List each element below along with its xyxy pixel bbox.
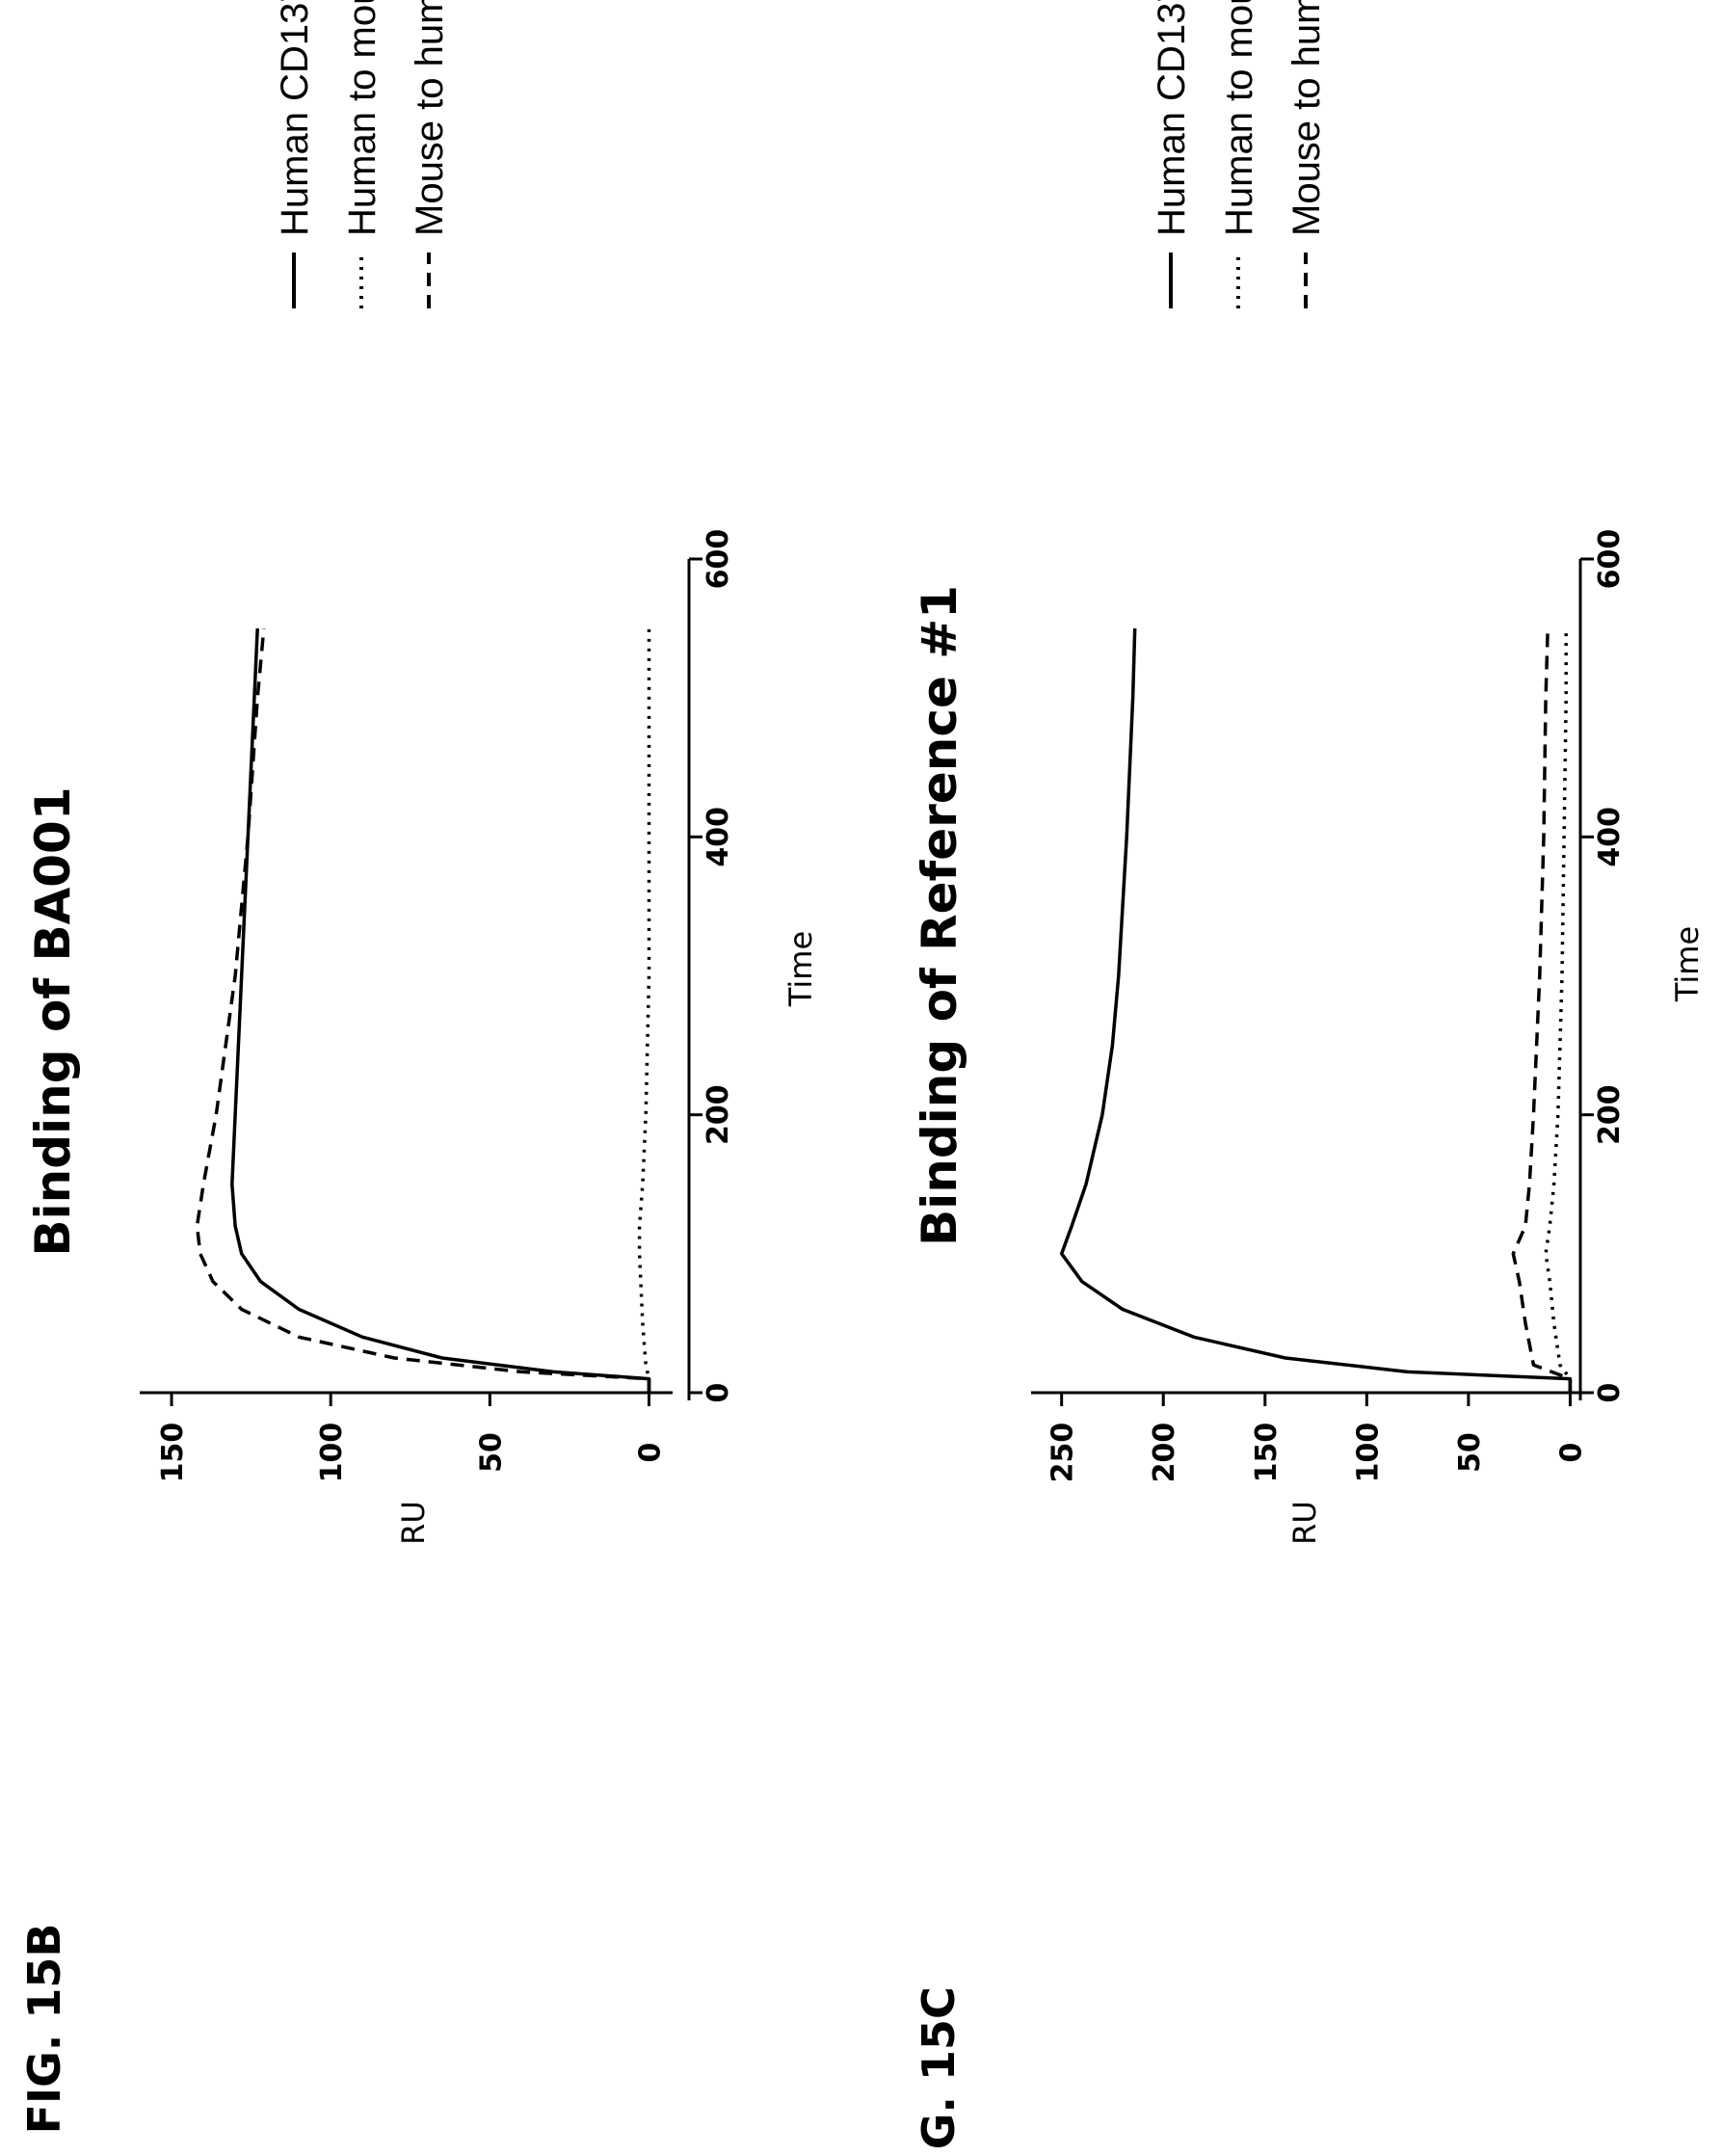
y-tick-label: 150 bbox=[156, 1423, 190, 1483]
plot-area: 0 50 100 150 0 200 400 600 bbox=[140, 529, 735, 1483]
legend-label: Human CD137 bbox=[274, 0, 316, 236]
x-tick-label: 600 bbox=[1593, 529, 1627, 590]
series-line-human-cd137 bbox=[230, 628, 651, 1393]
x-tick-label: 600 bbox=[702, 529, 735, 590]
y-axis-title: RU bbox=[1286, 1501, 1323, 1545]
legend-label: Human to mouse bbox=[1218, 0, 1260, 236]
chart-binding-reference-1: Binding of Reference #1 Time RU 0 50 100 15… bbox=[912, 0, 1706, 1545]
x-tick-label: 400 bbox=[1593, 807, 1627, 867]
y-tick-label: 200 bbox=[1148, 1423, 1181, 1483]
x-tick-label: 200 bbox=[702, 1084, 735, 1145]
series-line-human-to-mouse bbox=[1544, 628, 1573, 1393]
y-tick-label: 50 bbox=[1453, 1432, 1487, 1473]
y-tick-label: 100 bbox=[315, 1423, 349, 1483]
y-tick-label: 0 bbox=[1554, 1443, 1588, 1463]
y-tick-label: 250 bbox=[1046, 1423, 1080, 1483]
x-tick-label: 400 bbox=[702, 807, 735, 867]
y-tick-label: 0 bbox=[633, 1443, 667, 1463]
y-axis-title: RU bbox=[395, 1501, 432, 1545]
series-line-human-to-mouse bbox=[637, 628, 651, 1393]
chart-binding-ba001: Binding of BA001 Time RU 0 50 100 150 0 200 40… bbox=[25, 0, 819, 1545]
legend: Human CD137 Human to mouse Mouse to human bbox=[274, 0, 451, 308]
series-line-mouse-to-human bbox=[1511, 628, 1573, 1393]
legend-label: Mouse to human bbox=[409, 0, 451, 236]
series-line-mouse-to-human bbox=[195, 627, 651, 1393]
y-tick-label: 50 bbox=[474, 1432, 508, 1473]
series-line-human-cd137 bbox=[1059, 628, 1573, 1393]
y-tick-label: 150 bbox=[1250, 1423, 1284, 1483]
legend-label: Human to mouse bbox=[341, 0, 384, 236]
legend-label: Human CD137 bbox=[1151, 0, 1193, 236]
x-axis-title: Time bbox=[1669, 926, 1706, 1002]
legend: Human CD137 Human to mouse Mouse to human bbox=[1151, 0, 1328, 308]
chart-title: Binding of BA001 bbox=[25, 786, 81, 1256]
legend-label: Mouse to human bbox=[1285, 0, 1328, 236]
plot-area: 0 50 100 150 200 250 0 200 400 600 bbox=[1031, 529, 1627, 1483]
x-tick-label: 0 bbox=[1593, 1383, 1627, 1403]
chart-title: Binding of Reference #1 bbox=[912, 585, 967, 1246]
x-tick-label: 200 bbox=[1593, 1084, 1627, 1145]
x-axis-title: Time bbox=[782, 931, 819, 1007]
y-tick-label: 100 bbox=[1351, 1423, 1385, 1483]
figure-label-15c: FIG. 15C bbox=[913, 1986, 965, 2151]
x-tick-label: 0 bbox=[702, 1383, 735, 1403]
figure-label-15b: FIG. 15B bbox=[18, 1924, 70, 2135]
